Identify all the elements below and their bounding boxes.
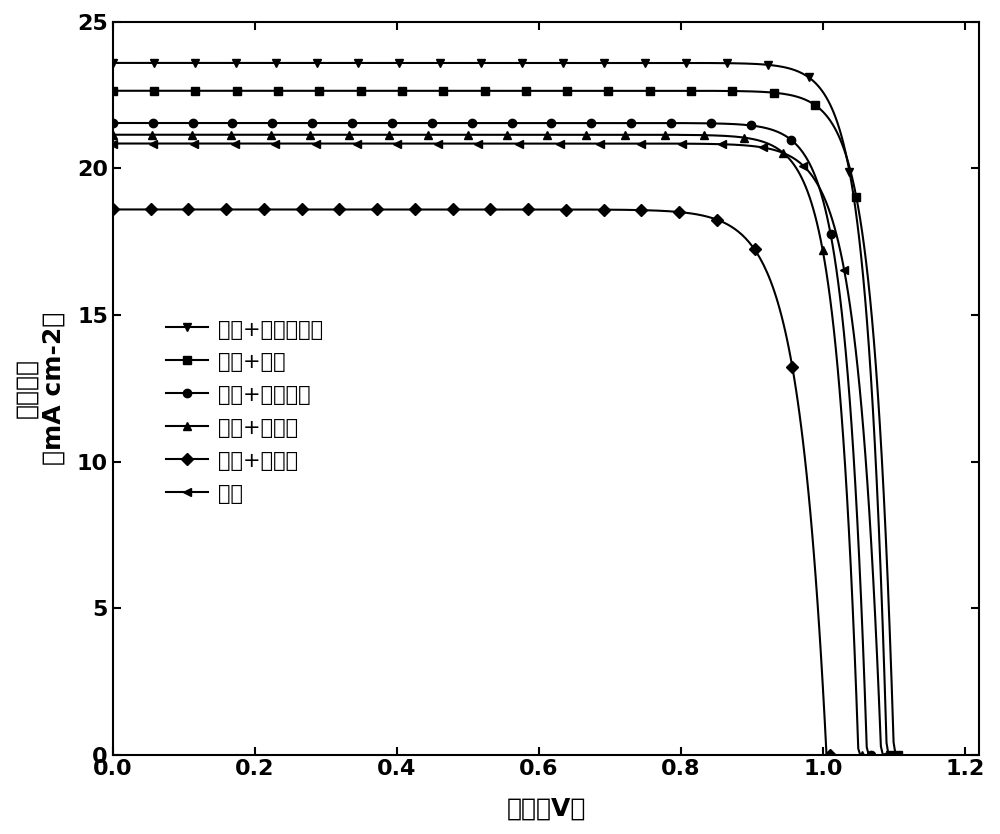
乙腈+乙醇 bbox=[673, 86, 685, 96]
乙腈+乙酸异丙酯 bbox=[884, 750, 896, 760]
乙腈+乙醇 bbox=[418, 86, 430, 96]
Line: 乙腈: 乙腈 bbox=[109, 139, 889, 759]
乙腈 bbox=[668, 138, 680, 148]
乙腈+环己烷 bbox=[625, 205, 637, 215]
乙腈+异丙醇 bbox=[403, 130, 415, 140]
乙腈+四氢呋喃 bbox=[107, 118, 119, 128]
Line: 乙腈+异丙醇: 乙腈+异丙醇 bbox=[109, 131, 866, 759]
乙腈 bbox=[200, 138, 212, 148]
Line: 乙腈+四氢呋喃: 乙腈+四氢呋喃 bbox=[109, 118, 875, 759]
Legend: 乙腈+乙酸异丙酯, 乙腈+乙醇, 乙腈+四氢呋喃, 乙腈+异丙醇, 乙腈+环己烷, 乙腈: 乙腈+乙酸异丙酯, 乙腈+乙醇, 乙腈+四氢呋喃, 乙腈+异丙醇, 乙腈+环己烷… bbox=[158, 311, 332, 513]
乙腈+乙醇 bbox=[677, 86, 689, 96]
乙腈 bbox=[879, 750, 891, 760]
乙腈+四氢呋喃 bbox=[354, 118, 366, 128]
乙腈+异丙醇 bbox=[197, 130, 209, 140]
乙腈+异丙醇 bbox=[854, 750, 866, 760]
乙腈+环己烷 bbox=[822, 750, 834, 760]
乙腈+异丙醇 bbox=[578, 130, 590, 140]
乙腈+四氢呋喃 bbox=[654, 118, 666, 128]
乙腈+四氢呋喃 bbox=[658, 118, 670, 128]
Line: 乙腈+乙酸异丙酯: 乙腈+乙酸异丙酯 bbox=[109, 58, 895, 759]
乙腈+乙酸异丙酯 bbox=[596, 58, 608, 68]
乙腈+异丙醇 bbox=[648, 130, 660, 140]
乙腈+四氢呋喃 bbox=[407, 118, 419, 128]
乙腈+异丙醇 bbox=[351, 130, 363, 140]
乙腈+环己烷 bbox=[391, 204, 403, 214]
Y-axis label: 电流密度
（mA cm-2）: 电流密度 （mA cm-2） bbox=[14, 312, 66, 465]
乙腈+乙醇 bbox=[107, 86, 119, 96]
乙腈+乙酸异丙酯 bbox=[672, 58, 684, 68]
乙腈+四氢呋喃 bbox=[198, 118, 210, 128]
乙腈 bbox=[107, 138, 119, 148]
乙腈+乙酸异丙酯 bbox=[360, 58, 372, 68]
乙腈+环己烷 bbox=[558, 204, 570, 214]
乙腈+乙醇 bbox=[600, 86, 612, 96]
乙腈+异丙醇 bbox=[107, 130, 119, 140]
乙腈+乙酸异丙酯 bbox=[107, 58, 119, 68]
乙腈 bbox=[877, 750, 889, 760]
乙腈+四氢呋喃 bbox=[863, 750, 875, 760]
X-axis label: 电压（V）: 电压（V） bbox=[506, 796, 586, 820]
Line: 乙腈+环己烷: 乙腈+环己烷 bbox=[109, 205, 834, 759]
乙腈+乙醇 bbox=[890, 750, 902, 760]
乙腈+环己烷 bbox=[193, 204, 205, 214]
乙腈+四氢呋喃 bbox=[865, 750, 877, 760]
乙腈 bbox=[664, 138, 676, 148]
Line: 乙腈+乙醇: 乙腈+乙醇 bbox=[109, 87, 902, 759]
乙腈+环己烷 bbox=[628, 205, 640, 215]
乙腈+乙醇 bbox=[362, 86, 374, 96]
乙腈 bbox=[412, 138, 424, 148]
乙腈+环己烷 bbox=[824, 750, 836, 760]
乙腈+异丙醇 bbox=[856, 750, 868, 760]
乙腈+乙酸异丙酯 bbox=[415, 58, 427, 68]
乙腈+乙醇 bbox=[892, 750, 904, 760]
乙腈+环己烷 bbox=[340, 204, 352, 214]
乙腈 bbox=[592, 138, 604, 148]
乙腈+环己烷 bbox=[107, 204, 119, 214]
乙腈+四氢呋喃 bbox=[583, 118, 595, 128]
乙腈+乙酸异丙酯 bbox=[200, 58, 212, 68]
乙腈+乙酸异丙酯 bbox=[882, 750, 894, 760]
乙腈+异丙醇 bbox=[651, 130, 663, 140]
乙腈+乙酸异丙酯 bbox=[668, 58, 680, 68]
乙腈+乙醇 bbox=[201, 86, 213, 96]
乙腈 bbox=[358, 138, 370, 148]
